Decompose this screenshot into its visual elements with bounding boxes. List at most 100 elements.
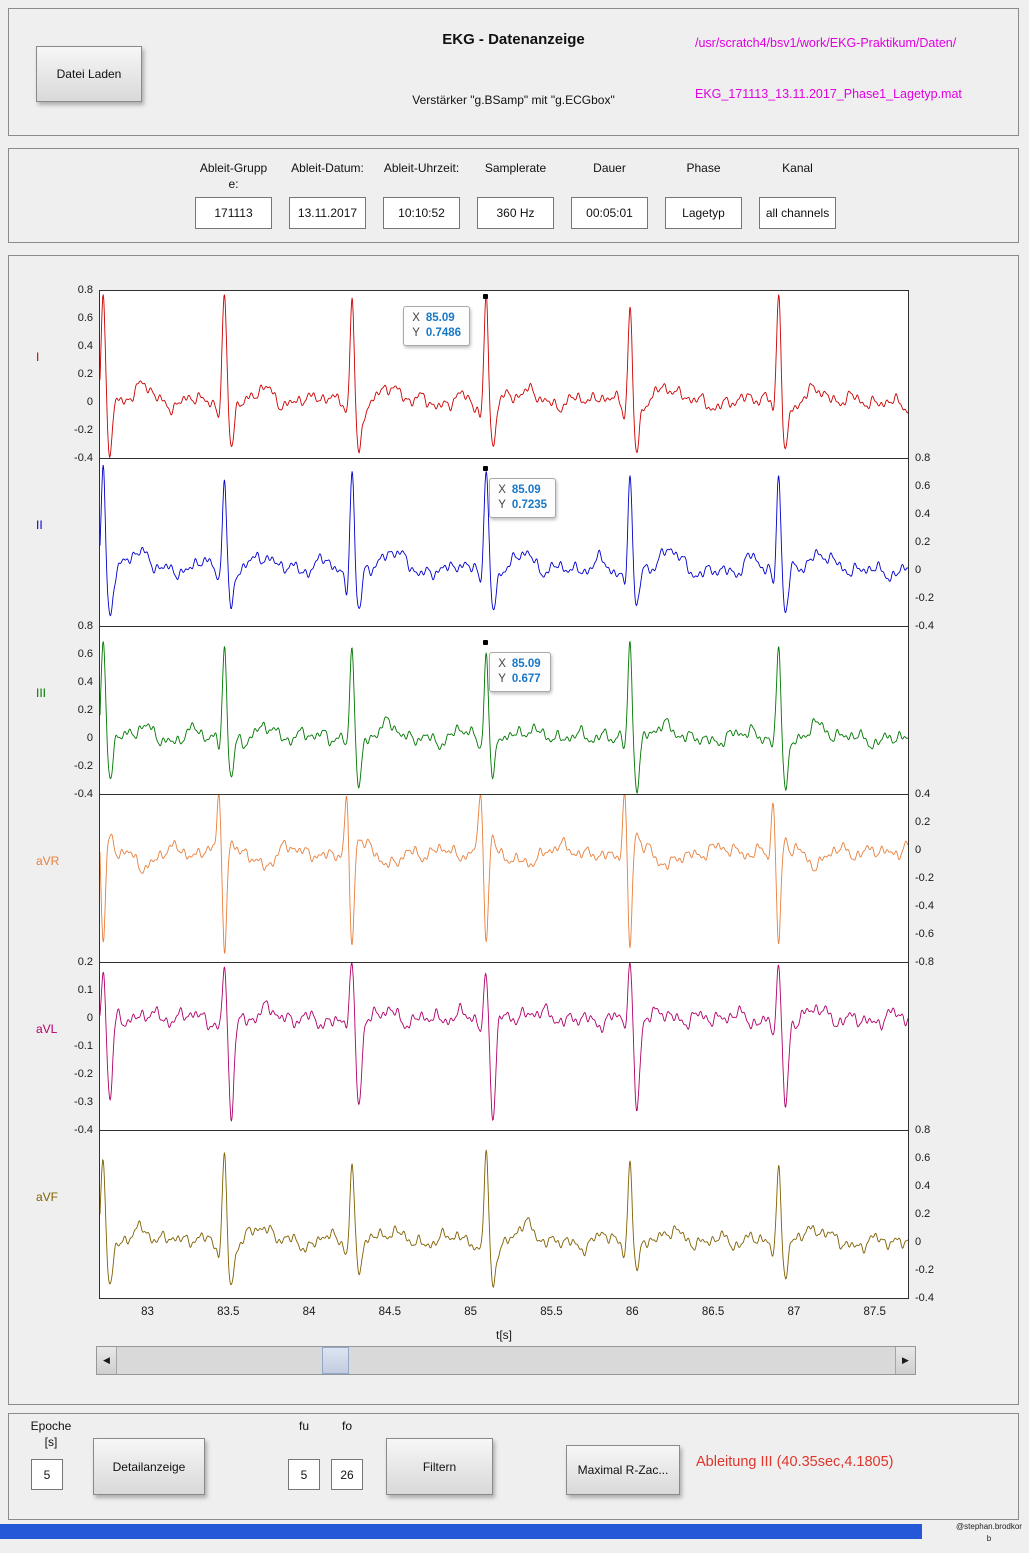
filter-button[interactable]: Filtern	[386, 1438, 493, 1495]
xtick-85: 85	[464, 1306, 478, 1318]
controls-panel: Epoche [s] Detailanzeige fu fo Filtern M…	[8, 1413, 1019, 1520]
meta-col-ableit-gruppe: Ableit-Gruppe: 171113	[195, 161, 272, 229]
ytick-II-0.2: 0.2	[915, 536, 931, 548]
meta-col-samplerate: Samplerate 360 Hz	[477, 161, 554, 229]
lead-label-aVF: aVF	[36, 1190, 59, 1205]
epoche-input[interactable]	[31, 1459, 63, 1490]
datatip-key: X	[498, 658, 506, 671]
meta-value-ableit-datum[interactable]: 13.11.2017	[289, 197, 366, 229]
rpeak-result-text: Ableitung III (40.35sec,4.1805)	[696, 1454, 894, 1470]
ytick-I--0.2: -0.2	[74, 424, 93, 436]
datatip-value: 85.09	[425, 312, 455, 325]
plot-aVL[interactable]	[99, 962, 909, 1131]
ytick-I-0.8: 0.8	[77, 284, 93, 296]
meta-label-ableit-datum: Ableit-Datum:	[291, 161, 364, 175]
datatip-key: Y	[412, 327, 420, 340]
meta-value-ableit-uhrzeit[interactable]: 10:10:52	[383, 197, 460, 229]
meta-value-dauer[interactable]: 00:05:01	[571, 197, 648, 229]
datatip-key: X	[498, 483, 506, 496]
lead-label-III: III	[36, 686, 47, 701]
amplifier-subtitle: Verstärker "g.BSamp" mit "g.ECGbox"	[412, 93, 615, 107]
xtick-83: 83	[141, 1306, 154, 1318]
header-panel: Datei Laden EKG - Datenanzeige Verstärke…	[8, 8, 1019, 136]
datatip-III[interactable]: X 85.09 Y 0.677	[489, 652, 552, 693]
lead-label-aVL: aVL	[36, 1022, 58, 1037]
meta-value-ableit-gruppe[interactable]: 171113	[195, 197, 272, 229]
datatip-value: 85.09	[511, 483, 541, 496]
ytick-II-0: 0	[915, 564, 922, 576]
chart-panel: I 0.8 0.6 0.4 0.2 0 -0.2 -0.4 II 0.8 0.6 0.4 0.2 0 -0.…	[8, 255, 1019, 1405]
meta-label-ableit-uhrzeit: Ableit-Uhrzeit:	[383, 161, 460, 175]
xtick-84.5: 84.5	[378, 1306, 402, 1318]
ytick-II-0.6: 0.6	[915, 480, 931, 492]
ytick-aVR--0.2: -0.2	[915, 872, 934, 884]
ytick-aVF-0.2: 0.2	[915, 1208, 931, 1220]
datatip-value: 0.7235	[511, 498, 548, 511]
data-file-name: EKG_171113_13.11.2017_Phase1_Lagetyp.mat	[695, 87, 962, 101]
load-file-button[interactable]: Datei Laden	[36, 46, 142, 102]
ytick-aVL-0.2: 0.2	[77, 956, 93, 968]
plot-aVF[interactable]	[99, 1130, 909, 1299]
ytick-III--0.2: -0.2	[74, 760, 93, 772]
datatip-value: 0.7486	[425, 327, 462, 340]
max-rpeak-button[interactable]: Maximal R-Zac...	[566, 1445, 680, 1495]
meta-value-phase[interactable]: Lagetyp	[665, 197, 742, 229]
datatip-key: X	[412, 312, 420, 325]
ytick-III-0.6: 0.6	[77, 648, 93, 660]
datatip-II[interactable]: X 85.09 Y 0.7235	[489, 477, 557, 518]
scrollbar-track[interactable]	[117, 1347, 895, 1374]
scroll-left-button[interactable]: ◀	[97, 1347, 117, 1374]
bottom-blue-bar	[0, 1524, 922, 1539]
meta-value-samplerate[interactable]: 360 Hz	[477, 197, 554, 229]
lead-label-II: II	[36, 518, 43, 533]
ytick-III-0.8: 0.8	[77, 620, 93, 632]
ytick-aVL-0: 0	[86, 1012, 93, 1024]
datatip-marker-II	[483, 465, 489, 471]
metadata-panel: Ableit-Gruppe: 171113 Ableit-Datum: 13.11.2…	[8, 148, 1019, 243]
datatip-value: 85.09	[511, 658, 541, 671]
xtick-86: 86	[625, 1306, 639, 1318]
xtick-84: 84	[302, 1306, 316, 1318]
meta-label-phase: Phase	[686, 161, 721, 175]
lead-label-I: I	[36, 350, 40, 365]
ecg-plot-area: I 0.8 0.6 0.4 0.2 0 -0.2 -0.4 II 0.8 0.6 0.4 0.2 0 -0.…	[9, 256, 1018, 1404]
ytick-aVL-0.1: 0.1	[77, 984, 93, 996]
ytick-aVF-0.4: 0.4	[915, 1180, 931, 1192]
watermark-text: @stephan.brodkorb	[956, 1522, 1022, 1543]
ytick-aVF--0.4: -0.4	[915, 1292, 934, 1304]
fu-input[interactable]	[288, 1459, 320, 1490]
ytick-I-0.2: 0.2	[77, 368, 93, 380]
ytick-aVR-0.4: 0.4	[915, 788, 931, 800]
ytick-I-0.4: 0.4	[77, 340, 93, 352]
plot-I[interactable]	[99, 290, 909, 459]
meta-value-kanal[interactable]: all channels	[759, 197, 836, 229]
meta-label-dauer: Dauer	[593, 161, 626, 175]
detail-view-button[interactable]: Detailanzeige	[93, 1438, 205, 1495]
ytick-II--0.4: -0.4	[915, 620, 934, 632]
xtick-87: 87	[787, 1306, 801, 1318]
fo-input[interactable]	[331, 1459, 363, 1490]
ytick-aVF-0: 0	[915, 1236, 922, 1248]
ytick-aVL--0.3: -0.3	[74, 1096, 93, 1108]
ytick-aVR--0.6: -0.6	[915, 928, 934, 940]
ytick-II-0.8: 0.8	[915, 452, 931, 464]
ytick-aVL--0.1: -0.1	[74, 1040, 93, 1052]
epoche-label: Epoche [s]	[30, 1419, 72, 1449]
xtick-83.5: 83.5	[217, 1306, 240, 1318]
metadata-fields-row: Ableit-Gruppe: 171113 Ableit-Datum: 13.11.2…	[195, 161, 836, 229]
scroll-right-button[interactable]: ▶	[895, 1347, 915, 1374]
datatip-I[interactable]: X 85.09 Y 0.7486	[403, 306, 471, 347]
ytick-III-0.2: 0.2	[77, 704, 93, 716]
ytick-aVF--0.2: -0.2	[915, 1264, 934, 1276]
meta-col-kanal: Kanal all channels	[759, 161, 836, 229]
lead-label-aVR: aVR	[36, 854, 60, 869]
scrollbar-thumb[interactable]	[322, 1347, 349, 1374]
ytick-I-0.6: 0.6	[77, 312, 93, 324]
meta-col-dauer: Dauer 00:05:01	[571, 161, 648, 229]
plot-aVR[interactable]	[99, 794, 909, 963]
ytick-aVF-0.8: 0.8	[915, 1124, 931, 1136]
xtick-85.5: 85.5	[540, 1306, 563, 1318]
ytick-aVL--0.4: -0.4	[74, 1124, 93, 1136]
ytick-aVR--0.4: -0.4	[915, 900, 934, 912]
